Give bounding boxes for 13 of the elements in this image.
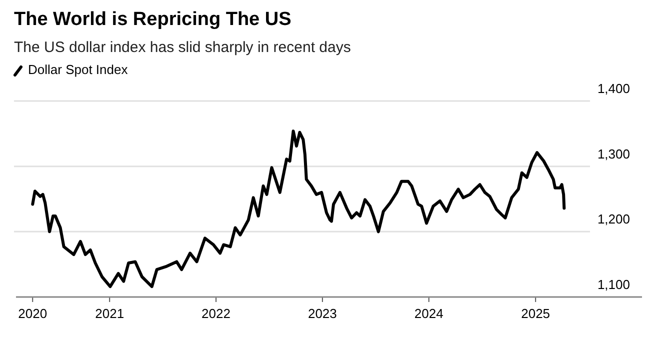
x-tick-label: 2025: [521, 306, 550, 321]
legend-label: Dollar Spot Index: [28, 62, 128, 77]
x-tick-label: 2022: [202, 306, 230, 321]
x-tick-label: 2021: [95, 306, 124, 321]
x-tick-label: 2020: [18, 306, 48, 321]
y-tick-label: 1,100: [597, 277, 630, 292]
x-tick-label: 2023: [308, 306, 337, 321]
y-tick-label: 1,300: [597, 146, 630, 162]
x-tick-label: 2024: [414, 306, 444, 321]
chart-subtitle: The US dollar index has slid sharply in recent days: [14, 39, 351, 56]
y-tick-label: 1,200: [597, 212, 630, 227]
chart-title: The World is Repricing The US: [14, 9, 292, 30]
y-tick-label: 1,400: [597, 81, 630, 96]
